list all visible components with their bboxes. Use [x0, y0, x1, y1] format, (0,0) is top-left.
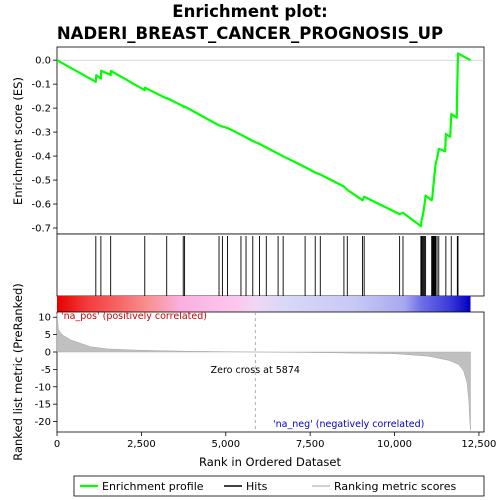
x-tick-label: 7,500: [296, 439, 325, 450]
hits-panel-frame: [56, 233, 485, 297]
es-y-axis: 0.0 -0.1 -0.2 -0.3 -0.4 -0.5 -0.6 -0.7: [31, 56, 57, 235]
x-tick-label: 10,000: [377, 439, 412, 450]
es-y-tick-label: -0.7: [31, 224, 51, 235]
metric-y-tick-label: -20: [35, 417, 51, 428]
x-axis-label: Rank in Ordered Dataset: [199, 455, 342, 469]
positive-correlation-label: 'na_pos' (positively correlated): [61, 311, 207, 322]
x-tick-label: 5,000: [211, 439, 240, 450]
metric-y-tick-label: -5: [41, 365, 51, 376]
es-y-tick-label: -0.2: [31, 104, 51, 115]
ranking-metric-area: [56, 313, 471, 431]
es-y-axis-label: Enrichment score (ES): [11, 77, 25, 205]
legend-metric-label: Ranking metric scores: [334, 480, 456, 493]
legend-hits-label: Hits: [246, 480, 268, 493]
legend-frame: [73, 475, 485, 497]
es-y-tick-label: -0.4: [31, 152, 51, 163]
chart-title-line1: Enrichment plot:: [172, 2, 327, 21]
legend-enrichment-label: Enrichment profile: [102, 480, 204, 493]
zero-cross-label: Zero cross at 5874: [211, 365, 300, 376]
x-tick-label: 12,500: [461, 439, 496, 450]
metric-panel-frame: [56, 311, 485, 433]
rank-colour-bar: [57, 296, 471, 312]
x-tick-label: 0: [54, 439, 60, 450]
x-tick-label: 2,500: [127, 439, 156, 450]
es-y-tick-label: -0.1: [31, 80, 51, 91]
metric-y-axis: 10 5 0 -5 -10 -15 -20: [35, 313, 57, 428]
x-axis: 0 2,500 5,000 7,500 10,000 12,500: [54, 432, 496, 450]
enrichment-profile-line: [56, 52, 472, 228]
hits-group: [95, 236, 459, 296]
legend: Enrichment profile Hits Ranking metric s…: [73, 475, 485, 497]
metric-y-tick-label: -15: [35, 400, 51, 411]
es-panel-frame: [56, 46, 485, 235]
es-y-tick-label: -0.3: [31, 128, 51, 139]
metric-y-tick-label: 0: [45, 348, 51, 359]
es-y-tick-label: -0.6: [31, 200, 51, 211]
es-y-tick-label: 0.0: [35, 56, 51, 67]
chart-title-line2: NADERI_BREAST_CANCER_PROGNOSIS_UP: [57, 24, 443, 43]
metric-y-axis-label: Ranked list metric (PreRanked): [11, 283, 25, 461]
metric-y-tick-label: -10: [35, 382, 51, 393]
es-y-tick-label: -0.5: [31, 176, 51, 187]
metric-y-tick-label: 5: [45, 330, 51, 341]
negative-correlation-label: 'na_neg' (negatively correlated): [273, 419, 424, 430]
metric-y-tick-label: 10: [38, 313, 51, 324]
